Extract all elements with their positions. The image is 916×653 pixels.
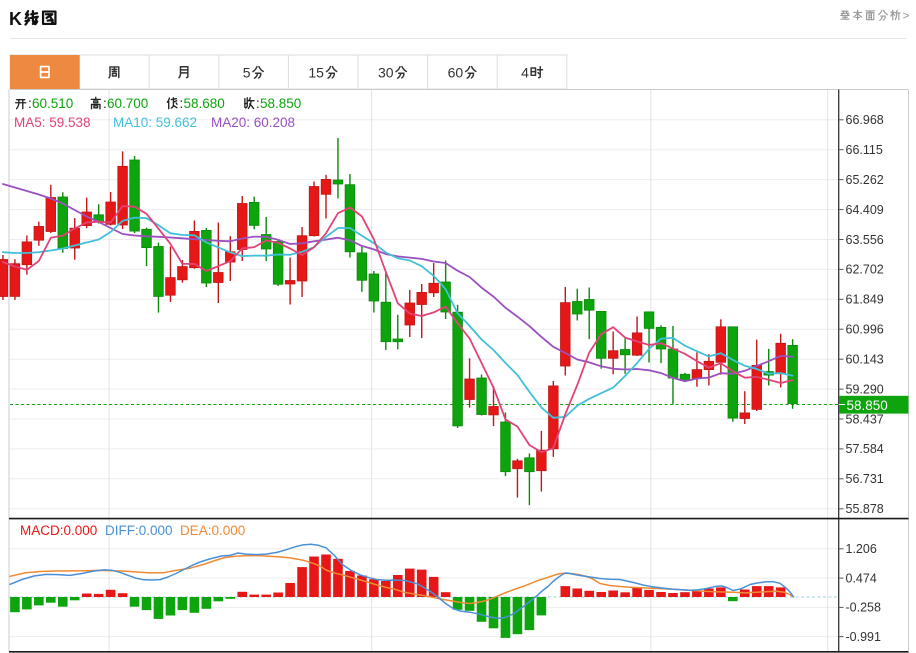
svg-text:61.849: 61.849 <box>846 293 884 307</box>
svg-text:-0.991: -0.991 <box>846 630 881 644</box>
svg-text:58.680: 58.680 <box>184 96 225 111</box>
svg-text:65.262: 65.262 <box>846 173 884 187</box>
svg-text:K: K <box>9 9 22 29</box>
svg-text:63.556: 63.556 <box>846 233 884 247</box>
svg-text:>: > <box>903 9 910 23</box>
svg-text::: : <box>28 96 32 111</box>
svg-text:-0.258: -0.258 <box>846 601 881 615</box>
svg-text:MACD:0.000: MACD:0.000 <box>20 523 97 538</box>
svg-text:MA20: 60.208: MA20: 60.208 <box>211 115 295 130</box>
svg-text:58.850: 58.850 <box>847 398 888 413</box>
svg-text:MA10: 59.662: MA10: 59.662 <box>113 115 197 130</box>
svg-text:MA5: 59.538: MA5: 59.538 <box>14 115 91 130</box>
svg-text:DEA:0.000: DEA:0.000 <box>180 523 245 538</box>
svg-text:58.850: 58.850 <box>260 96 301 111</box>
svg-text:4: 4 <box>521 65 529 81</box>
svg-text:60.510: 60.510 <box>32 96 73 111</box>
svg-text:64.409: 64.409 <box>846 203 884 217</box>
svg-text:56.731: 56.731 <box>846 472 884 486</box>
svg-text:DIFF:0.000: DIFF:0.000 <box>105 523 173 538</box>
svg-text:55.878: 55.878 <box>846 502 884 516</box>
svg-text:60.996: 60.996 <box>846 323 884 337</box>
svg-text:60: 60 <box>448 65 464 81</box>
svg-text::: : <box>180 96 184 111</box>
svg-text:30: 30 <box>378 65 394 81</box>
svg-text:60.700: 60.700 <box>107 96 148 111</box>
svg-text:57.584: 57.584 <box>846 442 884 456</box>
svg-text:66.115: 66.115 <box>846 143 883 157</box>
svg-text:15: 15 <box>308 65 324 81</box>
svg-text::: : <box>103 96 107 111</box>
svg-text:5: 5 <box>243 65 251 81</box>
svg-text:60.143: 60.143 <box>846 353 884 367</box>
svg-text::: : <box>256 96 260 111</box>
svg-text:62.702: 62.702 <box>846 263 884 277</box>
svg-text:58.437: 58.437 <box>846 412 884 426</box>
svg-text:66.968: 66.968 <box>846 113 884 127</box>
svg-text:59.290: 59.290 <box>846 382 884 396</box>
svg-text:0.474: 0.474 <box>846 571 877 585</box>
svg-text:1.206: 1.206 <box>846 542 877 556</box>
